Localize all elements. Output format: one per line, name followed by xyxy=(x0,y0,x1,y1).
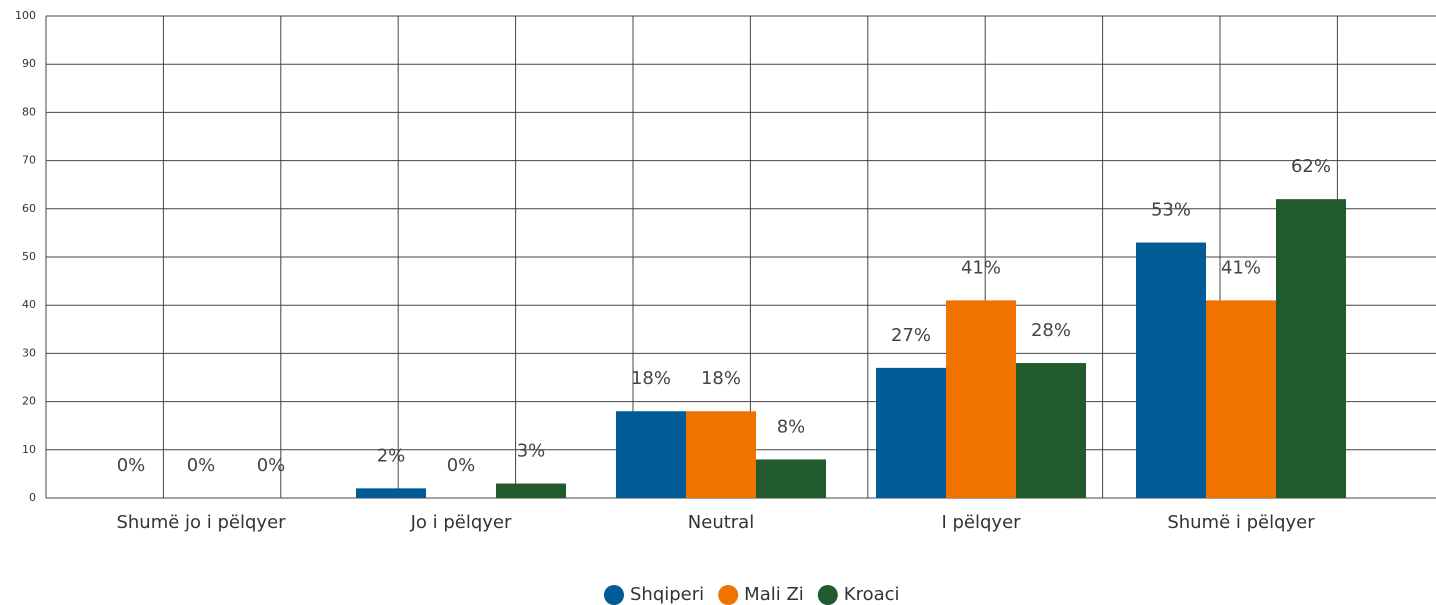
value-label: 41% xyxy=(961,257,1001,278)
legend-label: Mali Zi xyxy=(744,584,804,605)
value-label: 18% xyxy=(701,368,741,389)
value-label: 41% xyxy=(1221,257,1261,278)
y-tick-label: 100 xyxy=(15,9,36,22)
bar xyxy=(1276,199,1346,498)
value-label: 53% xyxy=(1151,200,1191,221)
y-tick-label: 40 xyxy=(22,298,36,311)
value-label: 8% xyxy=(777,416,806,437)
value-label: 28% xyxy=(1031,320,1071,341)
y-tick-label: 50 xyxy=(22,250,36,263)
y-tick-label: 70 xyxy=(22,154,36,167)
value-label: 27% xyxy=(891,325,931,346)
y-tick-label: 60 xyxy=(22,202,36,215)
value-label: 3% xyxy=(517,441,546,462)
legend-label: Shqiperi xyxy=(630,584,704,605)
bar xyxy=(1206,300,1276,498)
bar xyxy=(1136,242,1206,498)
value-label: 18% xyxy=(631,368,671,389)
y-tick-label: 20 xyxy=(22,395,36,408)
bar xyxy=(876,367,946,498)
x-tick-label: I pëlqyer xyxy=(941,512,1021,533)
y-tick-label: 30 xyxy=(22,346,36,359)
value-label: 0% xyxy=(117,455,146,476)
value-label: 0% xyxy=(187,455,216,476)
bar xyxy=(946,300,1016,498)
legend-swatch xyxy=(604,585,624,605)
y-tick-label: 10 xyxy=(22,443,36,456)
bar xyxy=(496,483,566,498)
x-tick-label: Neutral xyxy=(688,512,754,533)
bar xyxy=(616,411,686,498)
x-tick-label: Jo i pëlqyer xyxy=(410,512,512,533)
value-label: 0% xyxy=(447,455,476,476)
value-label: 0% xyxy=(257,455,286,476)
legend-label: Kroaci xyxy=(844,584,900,605)
value-label: 2% xyxy=(377,445,406,466)
bar xyxy=(356,488,426,498)
x-tick-label: Shumë jo i pëlqyer xyxy=(116,512,286,533)
y-tick-label: 90 xyxy=(22,57,36,70)
legend-swatch xyxy=(718,585,739,605)
bar xyxy=(756,459,826,498)
bar xyxy=(1016,363,1086,498)
y-tick-label: 80 xyxy=(22,105,36,118)
bar xyxy=(686,411,756,498)
y-tick-label: 0 xyxy=(29,491,36,504)
x-tick-label: Shumë i pëlqyer xyxy=(1167,512,1315,533)
legend-swatch xyxy=(817,585,838,605)
value-label: 62% xyxy=(1291,156,1331,177)
